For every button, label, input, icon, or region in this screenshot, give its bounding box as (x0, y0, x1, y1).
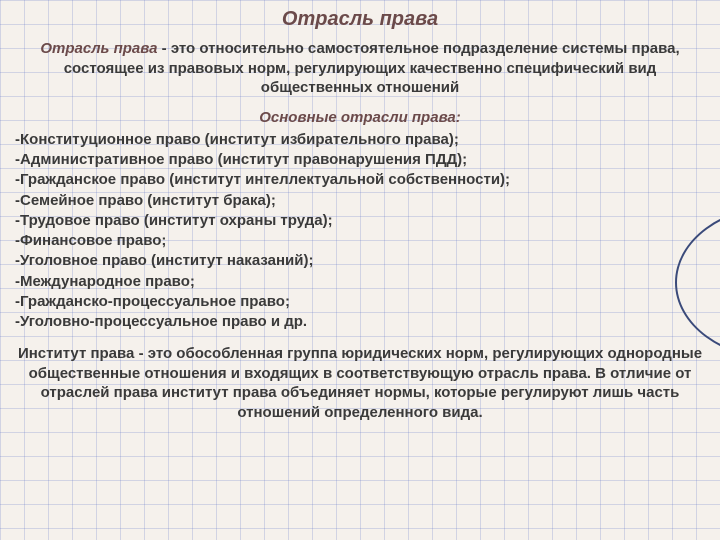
list-item: -Гражданско-процессуальное право; (15, 292, 705, 312)
branches-list: Основные отрасли права: -Конституционное… (15, 108, 705, 333)
list-item: -Конституционное право (институт избират… (15, 130, 705, 150)
definition-institute-term: Институт права (18, 345, 134, 362)
slide-content: Отрасль права Отрасль права - это относи… (0, 0, 720, 430)
list-item: -Уголовное право (институт наказаний); (15, 251, 705, 271)
list-item: -Административное право (институт правон… (15, 150, 705, 170)
list-item: -Международное право; (15, 272, 705, 292)
definition-branch: Отрасль права - это относительно самосто… (15, 39, 705, 98)
list-item: -Финансовое право; (15, 231, 705, 251)
list-item: -Уголовно-процессуальное право и др. (15, 312, 705, 332)
definition-institute: Институт права - это обособленная группа… (15, 344, 705, 422)
list-item: -Семейное право (институт брака); (15, 191, 705, 211)
definition-branch-text: - это относительно самостоятельное подра… (64, 40, 680, 96)
branches-list-heading: Основные отрасли права: (15, 108, 705, 128)
list-item: -Гражданское право (институт интеллектуа… (15, 170, 705, 190)
list-item: -Трудовое право (институт охраны труда); (15, 211, 705, 231)
definition-branch-term: Отрасль права (40, 40, 157, 57)
page-title: Отрасль права (15, 8, 705, 31)
